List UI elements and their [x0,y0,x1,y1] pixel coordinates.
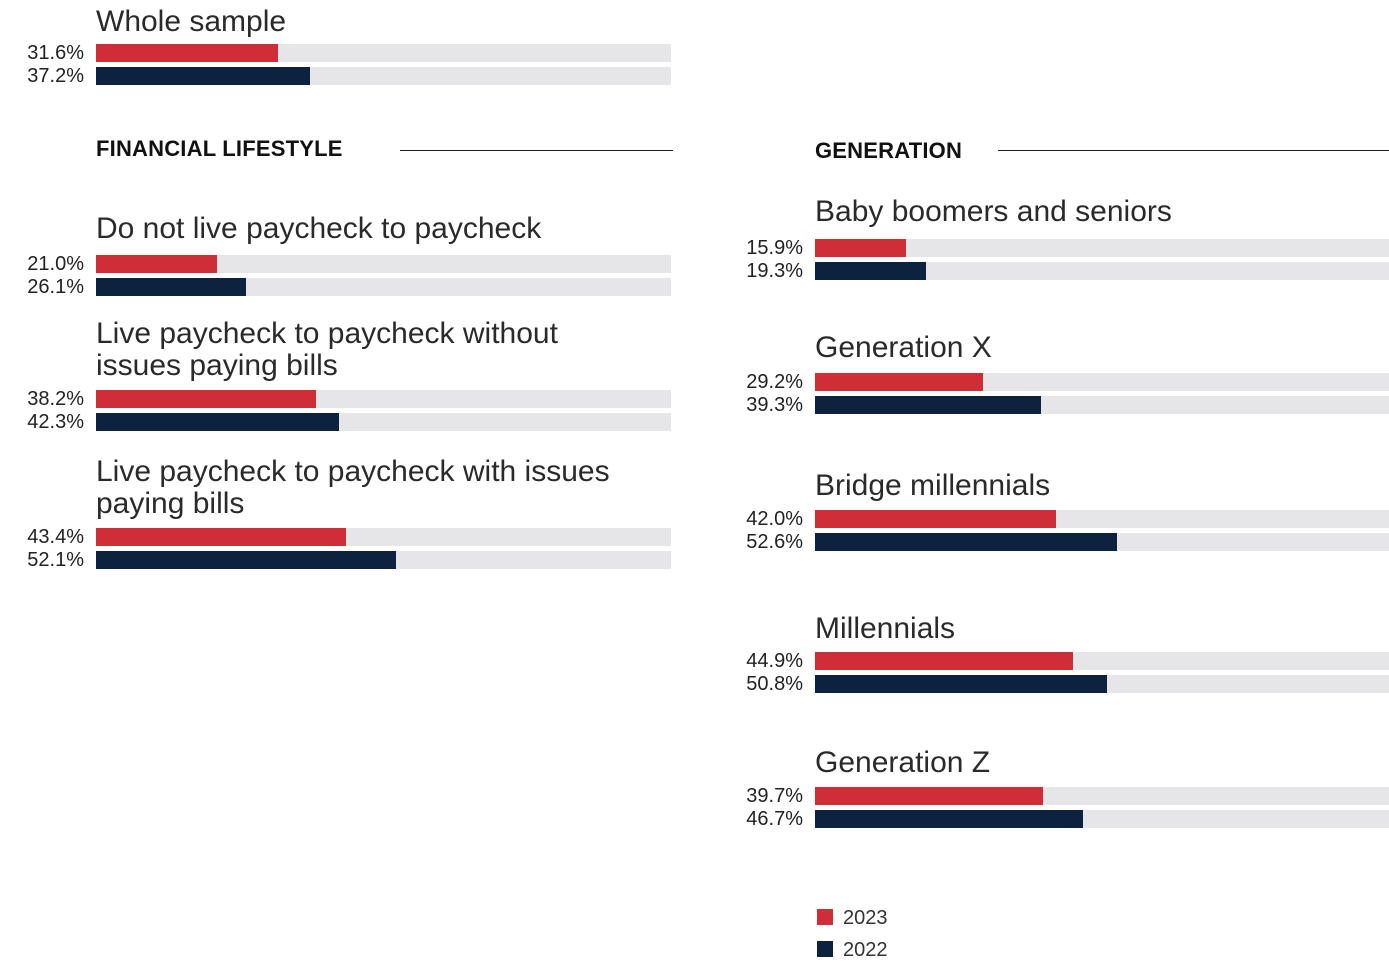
value-label: 50.8% [746,673,803,695]
value-label: 38.2% [27,388,84,410]
bar-row-2022: 50.8% [746,673,1389,695]
value-label: 29.2% [746,371,803,393]
bar-2023 [815,373,983,391]
bar-2022 [815,396,1041,414]
category-label: Bridge millennials [815,469,1051,502]
value-label: 37.2% [27,65,84,87]
bar-2022 [96,413,339,431]
category-label: Whole sample [96,5,287,38]
bar-row-2023: 44.9% [746,650,1389,672]
bar-row-2022: 52.6% [746,531,1389,553]
bar-row-2022: 39.3% [746,394,1389,416]
value-label: 46.7% [746,808,803,830]
bar-2023 [815,239,906,257]
bar-row-2023: 21.0% [27,253,671,275]
value-label: 31.6% [27,42,84,64]
bar-row-2022: 52.1% [27,549,671,571]
legend-swatch-2022 [817,941,833,957]
bar-2022 [96,278,246,296]
bar-2023 [96,255,217,273]
value-label: 39.7% [746,785,803,807]
bar-row-2023: 38.2% [27,388,671,410]
value-label: 42.0% [746,508,803,530]
bar-2022 [815,810,1083,828]
bar-row-2023: 42.0% [746,508,1389,530]
value-label: 39.3% [746,394,803,416]
category-label: Live paycheck to paycheck with issues pa… [96,455,610,520]
bar-row-2023: 39.7% [746,785,1389,807]
category-label: Baby boomers and seniors [815,195,1172,228]
value-label: 26.1% [27,276,84,298]
bar-2022 [815,262,926,280]
bar-track [815,239,1389,257]
bar-2023 [815,652,1073,670]
bar-track [96,255,671,273]
category-label: Generation X [815,331,992,364]
section-rule-financial [400,150,673,151]
bar-2022 [815,533,1117,551]
section-title-financial: FINANCIAL LIFESTYLE [96,136,343,161]
category-label: Do not live paycheck to paycheck [96,212,542,245]
bar-row-2022: 26.1% [27,276,671,298]
section-title-generation: GENERATION [815,138,963,163]
bar-row-2023: 29.2% [746,371,1389,393]
legend-label-2023: 2023 [843,907,888,929]
bar-2023 [815,787,1043,805]
bar-row-2023: 43.4% [27,526,671,548]
bar-2022 [96,551,396,569]
legend-label-2022: 2022 [843,939,888,961]
bar-row-2023: 15.9% [746,237,1389,259]
category-label: Generation Z [815,746,991,779]
bar-track [815,262,1389,280]
value-label: 21.0% [27,253,84,275]
bar-2023 [96,44,278,62]
bar-row-2022: 19.3% [746,260,1389,282]
value-label: 44.9% [746,650,803,672]
bar-row-2023: 31.6% [27,42,671,64]
value-label: 15.9% [746,237,803,259]
bar-row-2022: 46.7% [746,808,1389,830]
bar-2022 [96,67,310,85]
category-label: Millennials [815,612,956,645]
bar-2023 [815,510,1056,528]
value-label: 42.3% [27,411,84,433]
bar-row-2022: 37.2% [27,65,671,87]
bar-2022 [815,675,1107,693]
bar-row-2022: 42.3% [27,411,671,433]
value-label: 19.3% [746,260,803,282]
value-label: 52.1% [27,549,84,571]
value-label: 43.4% [27,526,84,548]
section-rule-generation [998,150,1389,151]
category-label: Live paycheck to paycheck without issues… [96,317,558,382]
bar-2023 [96,390,316,408]
bar-2023 [96,528,346,546]
value-label: 52.6% [746,531,803,553]
legend-swatch-2023 [817,909,833,925]
